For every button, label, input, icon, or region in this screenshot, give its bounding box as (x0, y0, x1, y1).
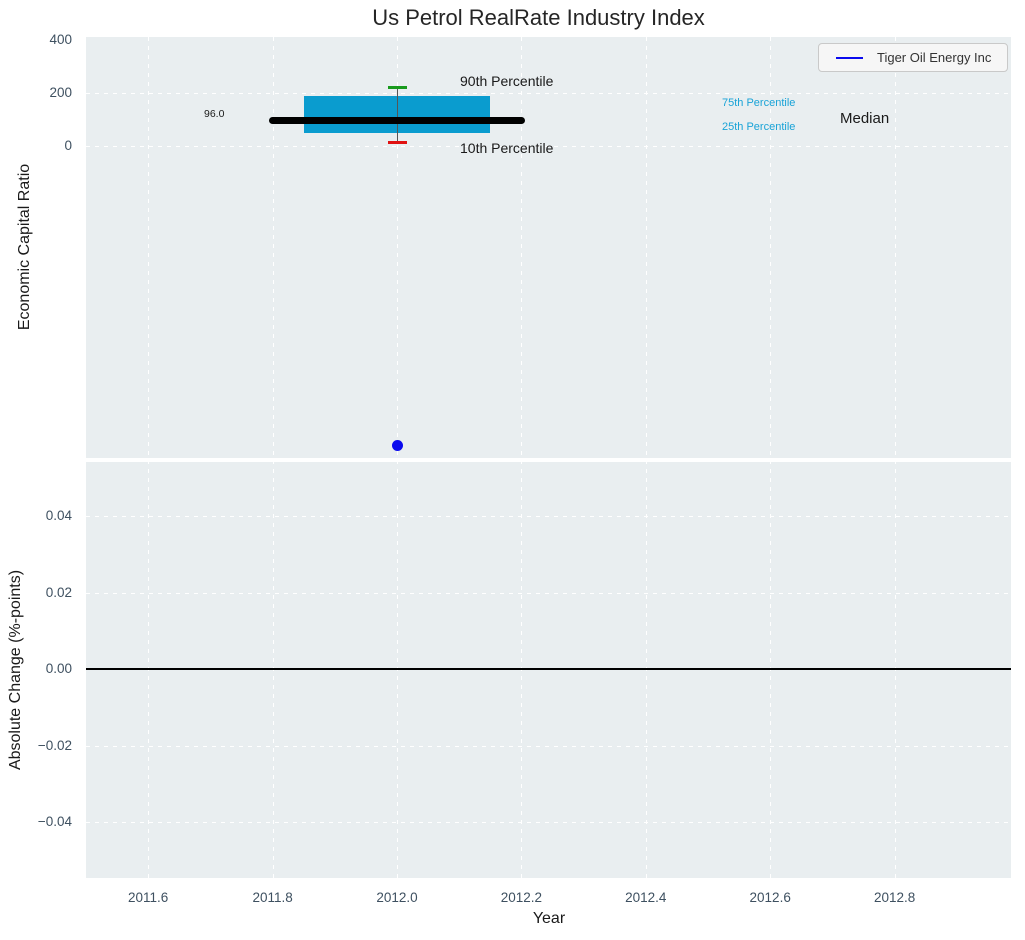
y-tick-label: 0.00 (45, 661, 72, 676)
x-gridline (272, 37, 274, 878)
bottom-plot-area (86, 462, 1011, 878)
y-tick-label: 0.04 (45, 508, 72, 523)
y-tick-label: −0.02 (37, 737, 72, 753)
x-tick-label: 2012.4 (625, 890, 667, 905)
x-gridline (148, 37, 150, 878)
annotation-10th-percentile: 10th Percentile (460, 140, 554, 156)
x-tick-label: 2012.0 (376, 890, 418, 905)
x-gridline (397, 37, 398, 878)
x-axis-label: Year (532, 910, 566, 927)
annotation-median: Median (840, 110, 890, 127)
whisker-line (396, 87, 398, 142)
zero-line (86, 668, 1011, 670)
chart-title: Us Petrol RealRate Industry Index (372, 5, 705, 30)
top-plot-area (86, 37, 1011, 458)
x-gridline (521, 37, 523, 878)
x-tick-label: 2011.8 (252, 890, 293, 905)
x-gridline (894, 37, 896, 878)
y-tick-label: 200 (49, 85, 72, 100)
annotation-25th-percentile: 25th Percentile (722, 121, 796, 133)
whisker-cap-10th (387, 140, 407, 144)
y-gridline (86, 146, 1011, 147)
x-tick-label: 2011.6 (128, 890, 169, 905)
legend-line-sample (836, 56, 863, 59)
y-gridline (86, 822, 1011, 823)
x-tick-label: 2012.2 (500, 890, 543, 905)
annotation-75th-percentile: 75th Percentile (722, 97, 796, 109)
x-tick-label: 2012.6 (749, 890, 791, 905)
y-gridline (86, 516, 1011, 517)
x-gridline (645, 37, 647, 878)
x-tick-label: 2012.8 (873, 890, 916, 905)
y-gridline (86, 592, 1011, 594)
y-tick-label: 400 (49, 32, 72, 47)
top-y-axis-label: Economic Capital Ratio (16, 163, 33, 331)
median-line (269, 117, 525, 125)
whisker-cap-90th (387, 86, 407, 90)
y-tick-label: 0.02 (45, 584, 72, 600)
annotation-median-value: 96.0 (204, 108, 225, 120)
legend-label: Tiger Oil Energy Inc (877, 50, 992, 65)
company-point (391, 439, 403, 451)
annotation-90th-percentile: 90th Percentile (460, 73, 554, 89)
y-gridline (86, 93, 1011, 94)
y-tick-label: −0.04 (37, 814, 72, 829)
y-gridline (86, 745, 1011, 747)
y-tick-label: 0 (64, 138, 72, 153)
legend: Tiger Oil Energy Inc (818, 43, 1008, 72)
x-gridline (770, 37, 772, 878)
